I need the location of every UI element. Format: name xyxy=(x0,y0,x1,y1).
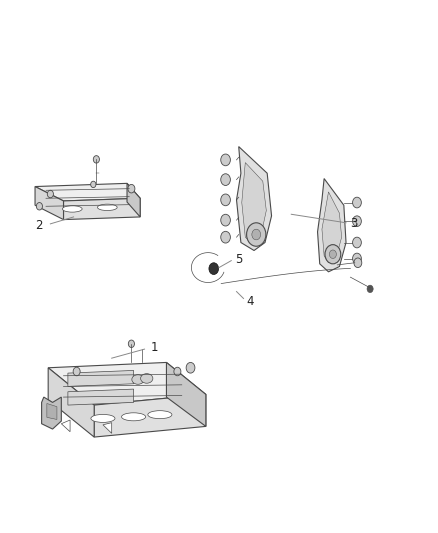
Circle shape xyxy=(73,367,80,376)
Text: 5: 5 xyxy=(235,253,242,265)
Circle shape xyxy=(91,181,96,188)
Circle shape xyxy=(221,154,230,166)
Polygon shape xyxy=(35,183,140,201)
Polygon shape xyxy=(64,198,140,220)
Circle shape xyxy=(354,258,362,268)
Polygon shape xyxy=(94,394,206,437)
Circle shape xyxy=(128,184,135,193)
Circle shape xyxy=(221,194,230,206)
Circle shape xyxy=(353,253,361,264)
Ellipse shape xyxy=(97,204,117,211)
Circle shape xyxy=(47,190,53,198)
Circle shape xyxy=(353,237,361,248)
Polygon shape xyxy=(166,362,206,426)
Polygon shape xyxy=(68,370,134,386)
Polygon shape xyxy=(237,147,272,251)
Polygon shape xyxy=(48,362,206,405)
Circle shape xyxy=(353,197,361,208)
Polygon shape xyxy=(318,179,346,272)
Text: 1: 1 xyxy=(151,341,159,354)
Text: 4: 4 xyxy=(246,295,254,308)
Circle shape xyxy=(252,229,261,240)
Circle shape xyxy=(221,214,230,226)
Polygon shape xyxy=(68,389,134,405)
Ellipse shape xyxy=(91,415,115,422)
Polygon shape xyxy=(61,420,70,432)
Circle shape xyxy=(174,367,181,376)
Polygon shape xyxy=(47,403,57,419)
Ellipse shape xyxy=(148,410,172,419)
Polygon shape xyxy=(35,187,64,220)
Polygon shape xyxy=(42,397,61,429)
Polygon shape xyxy=(48,368,94,437)
Polygon shape xyxy=(322,192,342,263)
Polygon shape xyxy=(242,163,266,244)
Circle shape xyxy=(221,174,230,185)
Polygon shape xyxy=(103,423,112,433)
Circle shape xyxy=(186,362,195,373)
Circle shape xyxy=(247,223,266,246)
Circle shape xyxy=(367,285,373,293)
Circle shape xyxy=(329,250,336,259)
Ellipse shape xyxy=(132,375,144,384)
Polygon shape xyxy=(127,183,140,217)
Circle shape xyxy=(36,203,42,210)
Circle shape xyxy=(325,245,341,264)
Text: 3: 3 xyxy=(350,217,358,230)
Ellipse shape xyxy=(121,413,145,421)
Text: 2: 2 xyxy=(35,219,43,232)
Circle shape xyxy=(221,231,230,243)
Circle shape xyxy=(93,156,99,163)
Circle shape xyxy=(128,340,134,348)
Circle shape xyxy=(209,263,219,274)
Ellipse shape xyxy=(62,206,82,212)
Circle shape xyxy=(353,216,361,227)
Ellipse shape xyxy=(141,374,153,383)
